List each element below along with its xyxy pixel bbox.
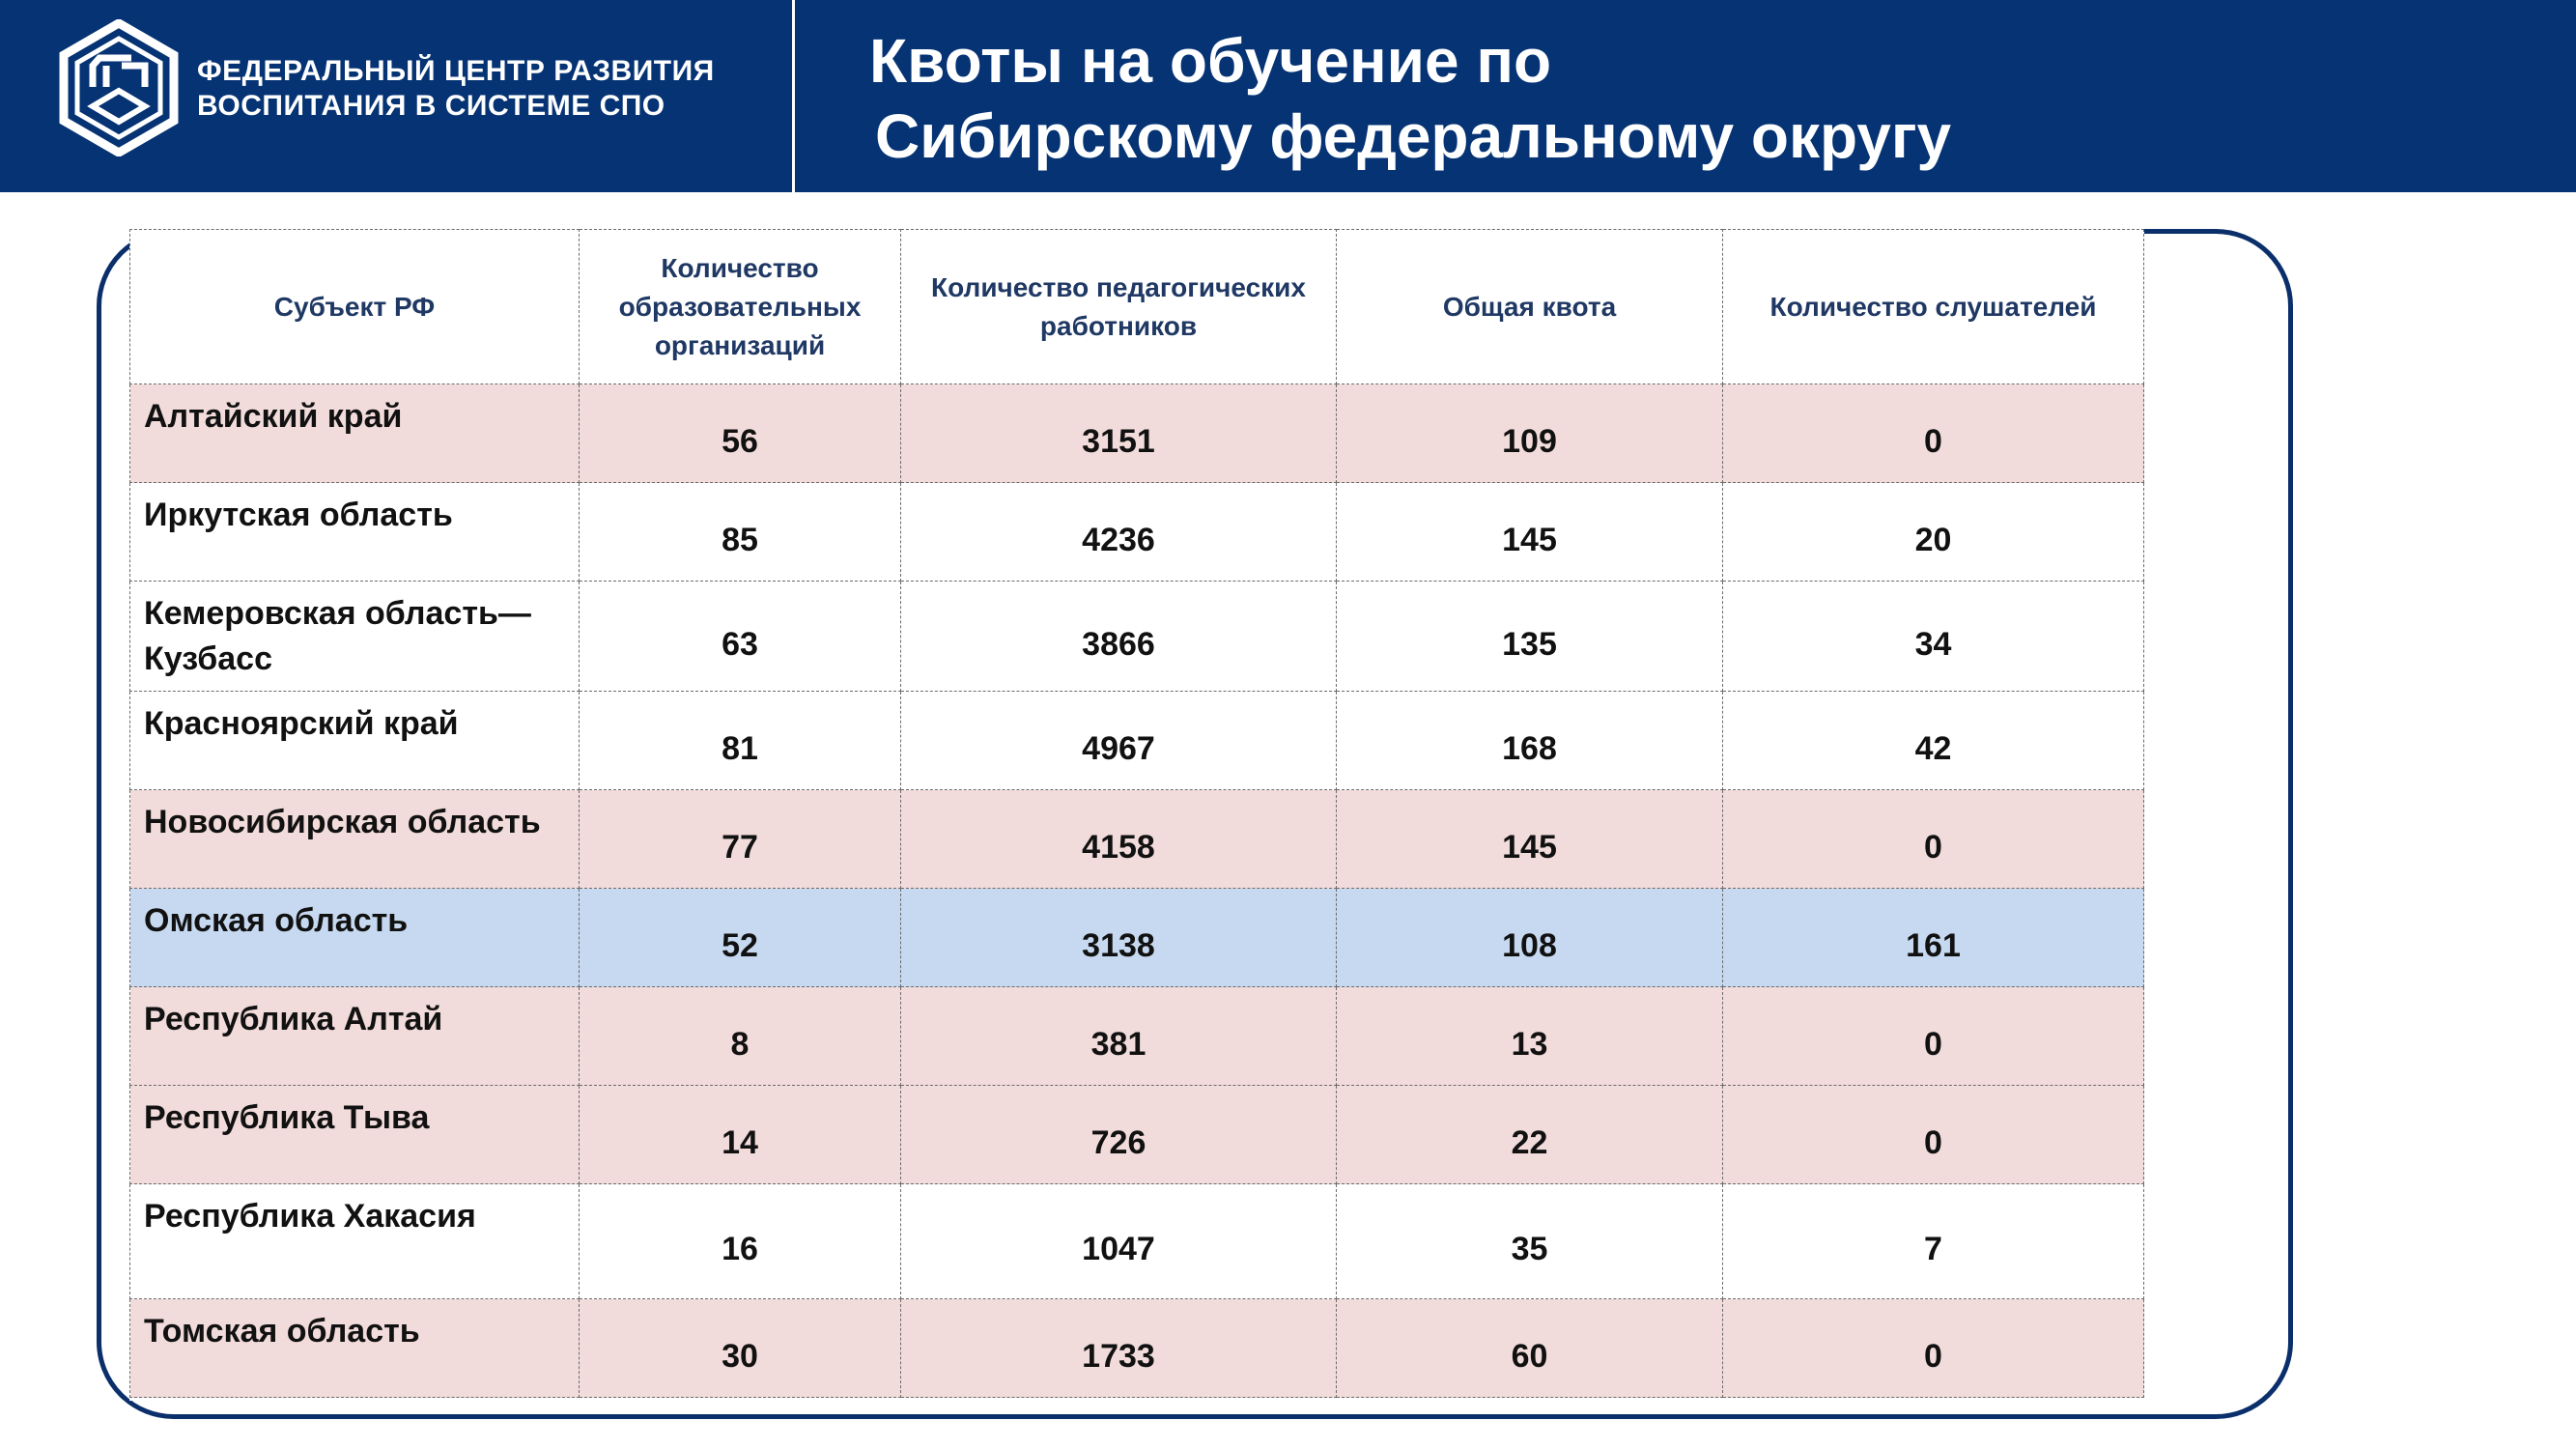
organizations-count: 77 bbox=[579, 789, 901, 889]
organizations-count: 30 bbox=[579, 1298, 901, 1398]
listeners-count: 42 bbox=[1722, 691, 2144, 790]
teachers-count: 4158 bbox=[900, 789, 1337, 889]
listeners-count: 0 bbox=[1722, 986, 2144, 1086]
region-name: Республика Тыва bbox=[129, 1085, 580, 1184]
teachers-count: 3151 bbox=[900, 384, 1337, 483]
fcr-spo-logo-icon bbox=[59, 19, 179, 156]
organizations-count: 63 bbox=[579, 581, 901, 692]
table-row: Иркутская область 85 4236 145 20 bbox=[129, 482, 2144, 582]
teachers-count: 4967 bbox=[900, 691, 1337, 790]
total-quota: 22 bbox=[1336, 1085, 1723, 1184]
total-quota: 60 bbox=[1336, 1298, 1723, 1398]
column-header-teachers: Количество педагогических работников bbox=[900, 229, 1337, 384]
teachers-count: 381 bbox=[900, 986, 1337, 1086]
region-name: Республика Хакасия bbox=[129, 1183, 580, 1299]
table-header-row: Субъект РФ Количество образовательных ор… bbox=[129, 229, 2144, 384]
organizations-count: 16 bbox=[579, 1183, 901, 1299]
total-quota: 35 bbox=[1336, 1183, 1723, 1299]
region-name: Республика Алтай bbox=[129, 986, 580, 1086]
organizations-count: 81 bbox=[579, 691, 901, 790]
total-quota: 145 bbox=[1336, 789, 1723, 889]
listeners-count: 161 bbox=[1722, 888, 2144, 987]
organizations-count: 85 bbox=[579, 482, 901, 582]
region-name: Красноярский край bbox=[129, 691, 580, 790]
teachers-count: 3866 bbox=[900, 581, 1337, 692]
total-quota: 109 bbox=[1336, 384, 1723, 483]
quota-table-container: Субъект РФ Количество образовательных ор… bbox=[129, 229, 2144, 1401]
teachers-count: 726 bbox=[900, 1085, 1337, 1184]
table-row: Новосибирская область 77 4158 145 0 bbox=[129, 789, 2144, 889]
listeners-count: 0 bbox=[1722, 789, 2144, 889]
listeners-count: 34 bbox=[1722, 581, 2144, 692]
listeners-count: 7 bbox=[1722, 1183, 2144, 1299]
total-quota: 13 bbox=[1336, 986, 1723, 1086]
organizations-count: 52 bbox=[579, 888, 901, 987]
column-header-listeners: Количество слушателей bbox=[1722, 229, 2144, 384]
page-title: Квоты на обучение по Сибирскому федераль… bbox=[869, 23, 1951, 174]
column-header-subject: Субъект РФ bbox=[129, 229, 580, 384]
teachers-count: 4236 bbox=[900, 482, 1337, 582]
region-name: Томская область bbox=[129, 1298, 580, 1398]
table-row: Томская область 30 1733 60 0 bbox=[129, 1298, 2144, 1398]
teachers-count: 3138 bbox=[900, 888, 1337, 987]
header-bar: ФЕДЕРАЛЬНЫЙ ЦЕНТР РАЗВИТИЯ ВОСПИТАНИЯ В … bbox=[0, 0, 2576, 192]
listeners-count: 0 bbox=[1722, 1085, 2144, 1184]
page-title-line1: Квоты на обучение по bbox=[869, 26, 1552, 96]
region-name: Алтайский край bbox=[129, 384, 580, 483]
table-row: Омская область 52 3138 108 161 bbox=[129, 888, 2144, 987]
region-name: Кемеровская область—Кузбасс bbox=[129, 581, 580, 692]
quota-table: Субъект РФ Количество образовательных ор… bbox=[129, 229, 2144, 1398]
table-row: Кемеровская область—Кузбасс 63 3866 135 … bbox=[129, 581, 2144, 692]
organization-name-line2: ВОСПИТАНИЯ В СИСТЕМЕ СПО bbox=[197, 90, 665, 122]
region-name: Иркутская область bbox=[129, 482, 580, 582]
table-row: Республика Алтай 8 381 13 0 bbox=[129, 986, 2144, 1086]
region-name: Новосибирская область bbox=[129, 789, 580, 889]
organizations-count: 14 bbox=[579, 1085, 901, 1184]
teachers-count: 1047 bbox=[900, 1183, 1337, 1299]
organizations-count: 56 bbox=[579, 384, 901, 483]
teachers-count: 1733 bbox=[900, 1298, 1337, 1398]
header-divider bbox=[792, 0, 795, 192]
table-row: Алтайский край 56 3151 109 0 bbox=[129, 384, 2144, 483]
column-header-organizations: Количество образовательных организаций bbox=[579, 229, 901, 384]
table-row: Республика Хакасия 16 1047 35 7 bbox=[129, 1183, 2144, 1299]
table-row: Республика Тыва 14 726 22 0 bbox=[129, 1085, 2144, 1184]
listeners-count: 0 bbox=[1722, 384, 2144, 483]
table-row: Красноярский край 81 4967 168 42 bbox=[129, 691, 2144, 790]
page-title-line2: Сибирскому федеральному округу bbox=[875, 101, 1952, 171]
listeners-count: 0 bbox=[1722, 1298, 2144, 1398]
organization-name-line1: ФЕДЕРАЛЬНЫЙ ЦЕНТР РАЗВИТИЯ bbox=[197, 55, 715, 87]
total-quota: 108 bbox=[1336, 888, 1723, 987]
column-header-quota: Общая квота bbox=[1336, 229, 1723, 384]
total-quota: 135 bbox=[1336, 581, 1723, 692]
organization-name: ФЕДЕРАЛЬНЫЙ ЦЕНТР РАЗВИТИЯ ВОСПИТАНИЯ В … bbox=[197, 54, 715, 124]
total-quota: 145 bbox=[1336, 482, 1723, 582]
total-quota: 168 bbox=[1336, 691, 1723, 790]
region-name: Омская область bbox=[129, 888, 580, 987]
listeners-count: 20 bbox=[1722, 482, 2144, 582]
organizations-count: 8 bbox=[579, 986, 901, 1086]
